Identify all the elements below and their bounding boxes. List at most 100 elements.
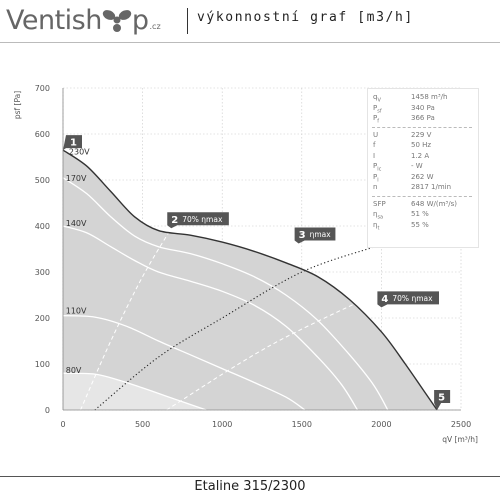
info-row: U 229 V [373,131,473,141]
marker-4-text: 70% ηmax [392,294,433,303]
main-curve-230V [62,149,438,411]
operating-area [63,150,438,410]
voltage-label-230V: 230V [69,148,90,157]
info-key-sub: sa [377,214,384,221]
marker-1-shape [63,135,82,151]
x-tick-label-0: 0 [60,420,65,429]
info-row: Psf 340 Pa [373,104,473,114]
info-key-sub: f [377,118,379,125]
info-row: I 1.2 A [373,152,473,162]
marker-1-number: 1 [70,138,77,149]
info-key: n [373,183,378,191]
speed-curve-80V [62,372,207,411]
info-key: ηsa [373,210,384,221]
header-separator [187,8,188,34]
info-key: qV [373,93,381,104]
fan-info-panel: qV 1458 m³/h Psf 340 Pa Pf 366 Pa U 229 V f 50 Hz… [367,88,479,248]
y-tick-label-5: 500 [35,176,50,185]
info-key: f [373,141,376,149]
marker-5-number: 5 [438,393,445,404]
marker-2-shape [167,212,229,229]
marker-4: 4 70% ηmax [377,291,439,308]
info-value: 1.2 A [411,151,430,160]
page-title: výkonnostní graf [m3/h] [197,10,414,25]
y-tick-label-4: 400 [35,222,50,231]
product-name: Etaline 315/2300 [194,479,306,494]
info-key: I [373,151,376,160]
info-row: ηt 55 % [373,221,473,231]
info-value: - W [411,162,423,170]
logo-text-end: p [131,5,149,36]
speed-curve-170V [62,177,389,411]
info-value: 648 W/(m³/s) [411,199,457,208]
info-row: SFP 648 W/(m³/s) [373,200,473,210]
voltage-label-110V: 110V [66,306,87,315]
header-divider [0,42,500,43]
y-tick-label-0: 0 [45,406,50,415]
header: Ventish p.cz výkonnostní graf [m3/h] [0,0,500,42]
info-key: Plc [373,162,382,173]
info-value: 262 W [411,172,434,181]
info-row: ηsa 51 % [373,210,473,220]
marker-3-text: ηmax [310,230,332,239]
y-axis-label: psf [Pa] [13,91,22,119]
y-tick-label-3: 300 [35,268,50,277]
info-key: SFP [373,199,386,208]
info-separator [372,126,472,128]
info-value: 50 Hz [411,141,432,149]
marker-3-number: 3 [299,230,306,241]
low-speed-area [63,373,207,410]
efficiency-line-0 [80,228,172,411]
info-value: 55 % [411,220,429,229]
y-tick-label-1: 100 [35,360,50,369]
logo[interactable]: Ventish p.cz [6,2,161,46]
y-tick-label-2: 200 [35,314,50,323]
y-tick-label-7: 700 [35,84,50,93]
info-separator [372,195,472,197]
footer-divider [0,476,500,477]
marker-3-shape [294,227,336,244]
info-value: 51 % [411,210,429,218]
info-row: qV 1458 m³/h [373,93,473,103]
info-key: Pf [373,114,379,125]
speed-curve-140V [62,225,359,411]
x-tick-label-5: 2500 [451,420,471,429]
info-key-sub: lc [377,166,382,173]
speed-curve-110V [62,315,306,411]
info-row: Plc - W [373,162,473,172]
voltage-label-170V: 170V [66,174,87,183]
info-value: 229 V [411,130,432,139]
info-key-sub: V [377,97,381,104]
info-value: 340 Pa [411,103,435,112]
marker-2-text: 70% ηmax [182,215,223,224]
marker-5-shape [434,390,451,410]
y-tick-label-6: 600 [35,130,50,139]
logo-suffix: .cz [149,22,161,31]
marker-2: 2 70% ηmax [167,212,229,229]
info-value: 2817 1/min [411,183,452,191]
fan-icon [102,5,132,43]
info-value: 366 Pa [411,114,435,122]
info-key: ηt [373,220,380,231]
info-value: 1458 m³/h [411,93,448,101]
info-key: Pl [373,172,379,183]
marker-5: 5 [434,390,451,410]
info-row: Pl 262 W [373,173,473,183]
x-tick-label-4: 2000 [371,420,391,429]
marker-1: 1 [63,135,82,151]
info-key-sub: sf [377,107,382,114]
logo-text: Ventish [6,5,102,36]
info-key: U [373,130,379,139]
voltage-label-80V: 80V [66,366,82,375]
info-key-sub: l [377,176,379,183]
marker-3: 3 ηmax [294,227,336,244]
info-key: Psf [373,103,382,114]
x-tick-label-3: 1500 [292,420,312,429]
marker-4-number: 4 [381,294,388,305]
marker-2-number: 2 [171,215,178,226]
info-row: f 50 Hz [373,141,473,151]
voltage-label-140V: 140V [66,219,87,228]
marker-4-shape [377,291,439,308]
x-axis-label: qV [m³/h] [442,435,478,444]
